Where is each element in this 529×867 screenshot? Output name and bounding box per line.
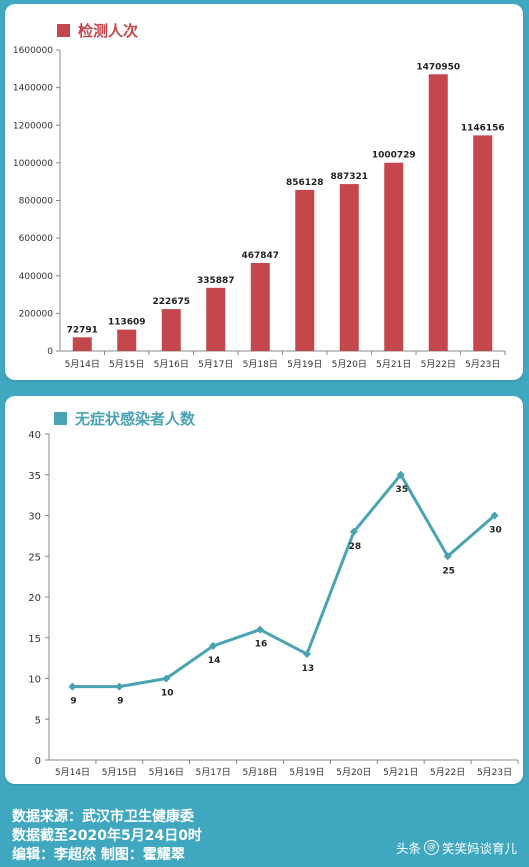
footer-source: 数据来源：武汉市卫生健康委	[12, 809, 194, 825]
x-tick-label-9: 5月23日	[465, 359, 500, 370]
bar-3	[206, 287, 226, 351]
point-value-label-2: 10	[161, 689, 174, 699]
point-value-label-1: 9	[117, 697, 123, 707]
point-value-label-6: 28	[349, 542, 362, 552]
data-point-5	[302, 650, 311, 659]
data-point-1	[115, 682, 124, 691]
line-legend-swatch	[54, 412, 67, 425]
x-tick-label-7: 5月21日	[376, 359, 411, 370]
y-tick-label-6: 30	[28, 512, 41, 523]
point-value-label-5: 13	[302, 664, 315, 674]
bar-value-label-3: 335887	[197, 276, 235, 286]
bar-value-label-4: 467847	[241, 251, 279, 261]
y-tick-label-7: 35	[28, 471, 41, 482]
bar-legend-label: 检测人次	[78, 22, 139, 40]
bar-value-label-9: 1146156	[461, 123, 505, 133]
x-tick-label-3: 5月17日	[198, 359, 233, 370]
line-chart-legend: 无症状感染者人数	[54, 408, 195, 429]
bar-value-label-5: 856128	[286, 178, 324, 188]
x-tick-label-6: 5月20日	[336, 767, 371, 778]
data-point-7	[396, 470, 405, 479]
footer-cutoff: 数据截至2020年5月24日0时	[12, 828, 202, 844]
y-tick-label-2: 10	[28, 675, 41, 686]
asymptomatic-line-chart: 0 5 10 15 20 25 30 35 40 9 5月14日 9 5月15日 10 5月16日 14 5月1…	[28, 430, 519, 778]
x-tick-label-1: 5月15日	[102, 767, 137, 778]
y-tick-label-5: 1000000	[13, 159, 53, 169]
point-value-label-9: 30	[489, 526, 502, 536]
data-point-4	[256, 625, 265, 634]
x-tick-label-6: 5月20日	[332, 359, 367, 370]
x-tick-label-2: 5月16日	[154, 359, 189, 370]
y-tick-label-2: 400000	[19, 272, 54, 282]
x-tick-label-2: 5月16日	[149, 767, 184, 778]
x-tick-label-3: 5月17日	[196, 767, 231, 778]
bar-7	[384, 162, 404, 351]
x-tick-label-5: 5月19日	[287, 359, 322, 370]
y-tick-label-8: 1600000	[13, 46, 53, 56]
y-tick-label-7: 1400000	[13, 84, 53, 94]
y-tick-label-4: 20	[28, 593, 41, 604]
bar-0	[72, 337, 92, 351]
bar-9	[473, 135, 493, 351]
bar-legend-swatch	[57, 24, 70, 37]
x-tick-label-9: 5月23日	[477, 767, 512, 778]
data-point-9	[490, 511, 499, 520]
x-tick-label-7: 5月21日	[383, 767, 418, 778]
point-value-label-3: 14	[208, 656, 221, 666]
bar-5	[295, 189, 315, 351]
bar-chart-legend: 检测人次	[57, 20, 138, 41]
y-tick-label-0: 0	[35, 756, 41, 767]
x-tick-label-8: 5月22日	[421, 359, 456, 370]
y-tick-label-6: 1200000	[13, 121, 53, 131]
y-tick-label-5: 25	[28, 552, 41, 563]
bar-2	[161, 309, 181, 351]
bar-value-label-0: 72791	[67, 325, 98, 335]
y-tick-label-8: 40	[28, 430, 41, 441]
data-point-8	[443, 552, 452, 561]
x-tick-label-1: 5月15日	[109, 359, 144, 370]
bar-1	[117, 329, 137, 351]
x-tick-label-5: 5月19日	[289, 767, 324, 778]
line-legend-label: 无症状感染者人数	[75, 410, 196, 428]
y-tick-label-0: 0	[47, 347, 53, 357]
footer-credits: 编辑：李超然 制图：霍耀翠	[12, 847, 185, 863]
x-tick-label-4: 5月18日	[243, 359, 278, 370]
x-tick-label-0: 5月14日	[55, 767, 90, 778]
series-line	[72, 473, 496, 689]
source-footer: 数据来源：武汉市卫生健康委 数据截至2020年5月24日0时 编辑：李超然 制图…	[12, 808, 202, 865]
asymptomatic-panel: 无症状感染者人数 0 5 10 15 20 25 30 35 40 9 5月14日 9 5月15日 10 5…	[5, 396, 523, 784]
bar-value-label-6: 887321	[330, 172, 368, 182]
point-value-label-4: 16	[255, 640, 268, 650]
bar-value-label-2: 222675	[152, 297, 190, 307]
bar-value-label-1: 113609	[108, 318, 146, 328]
test-count-panel: 检测人次 0 200000 400000 600000 800000 1000000 120…	[5, 4, 523, 380]
bar-value-label-7: 1000729	[372, 151, 416, 161]
point-value-label-0: 9	[70, 697, 76, 707]
test-count-bar-chart: 0 200000 400000 600000 800000 1000000 1200000 1…	[13, 46, 506, 370]
bar-6	[339, 184, 359, 351]
watermark-prefix: 头条	[395, 841, 421, 856]
bar-4	[250, 262, 270, 351]
watermark: 头条 @ 笑笑妈谈育儿	[396, 838, 517, 857]
watermark-name: 笑笑妈谈育儿	[441, 841, 517, 856]
data-point-6	[349, 527, 358, 536]
y-tick-label-1: 5	[35, 715, 41, 726]
y-tick-label-1: 200000	[19, 309, 54, 319]
bar-8	[428, 74, 448, 352]
y-tick-label-3: 15	[28, 634, 41, 645]
point-value-label-8: 25	[442, 566, 455, 576]
y-tick-label-4: 800000	[19, 197, 54, 207]
point-value-label-7: 35	[395, 485, 408, 495]
data-point-2	[162, 674, 171, 683]
y-tick-label-3: 600000	[19, 234, 54, 244]
bar-value-label-8: 1470950	[416, 62, 460, 72]
data-point-0	[68, 682, 77, 691]
data-point-3	[209, 641, 218, 650]
x-tick-label-0: 5月14日	[65, 359, 100, 370]
at-icon: @	[423, 840, 439, 855]
x-tick-label-4: 5月18日	[242, 767, 277, 778]
x-tick-label-8: 5月22日	[430, 767, 465, 778]
